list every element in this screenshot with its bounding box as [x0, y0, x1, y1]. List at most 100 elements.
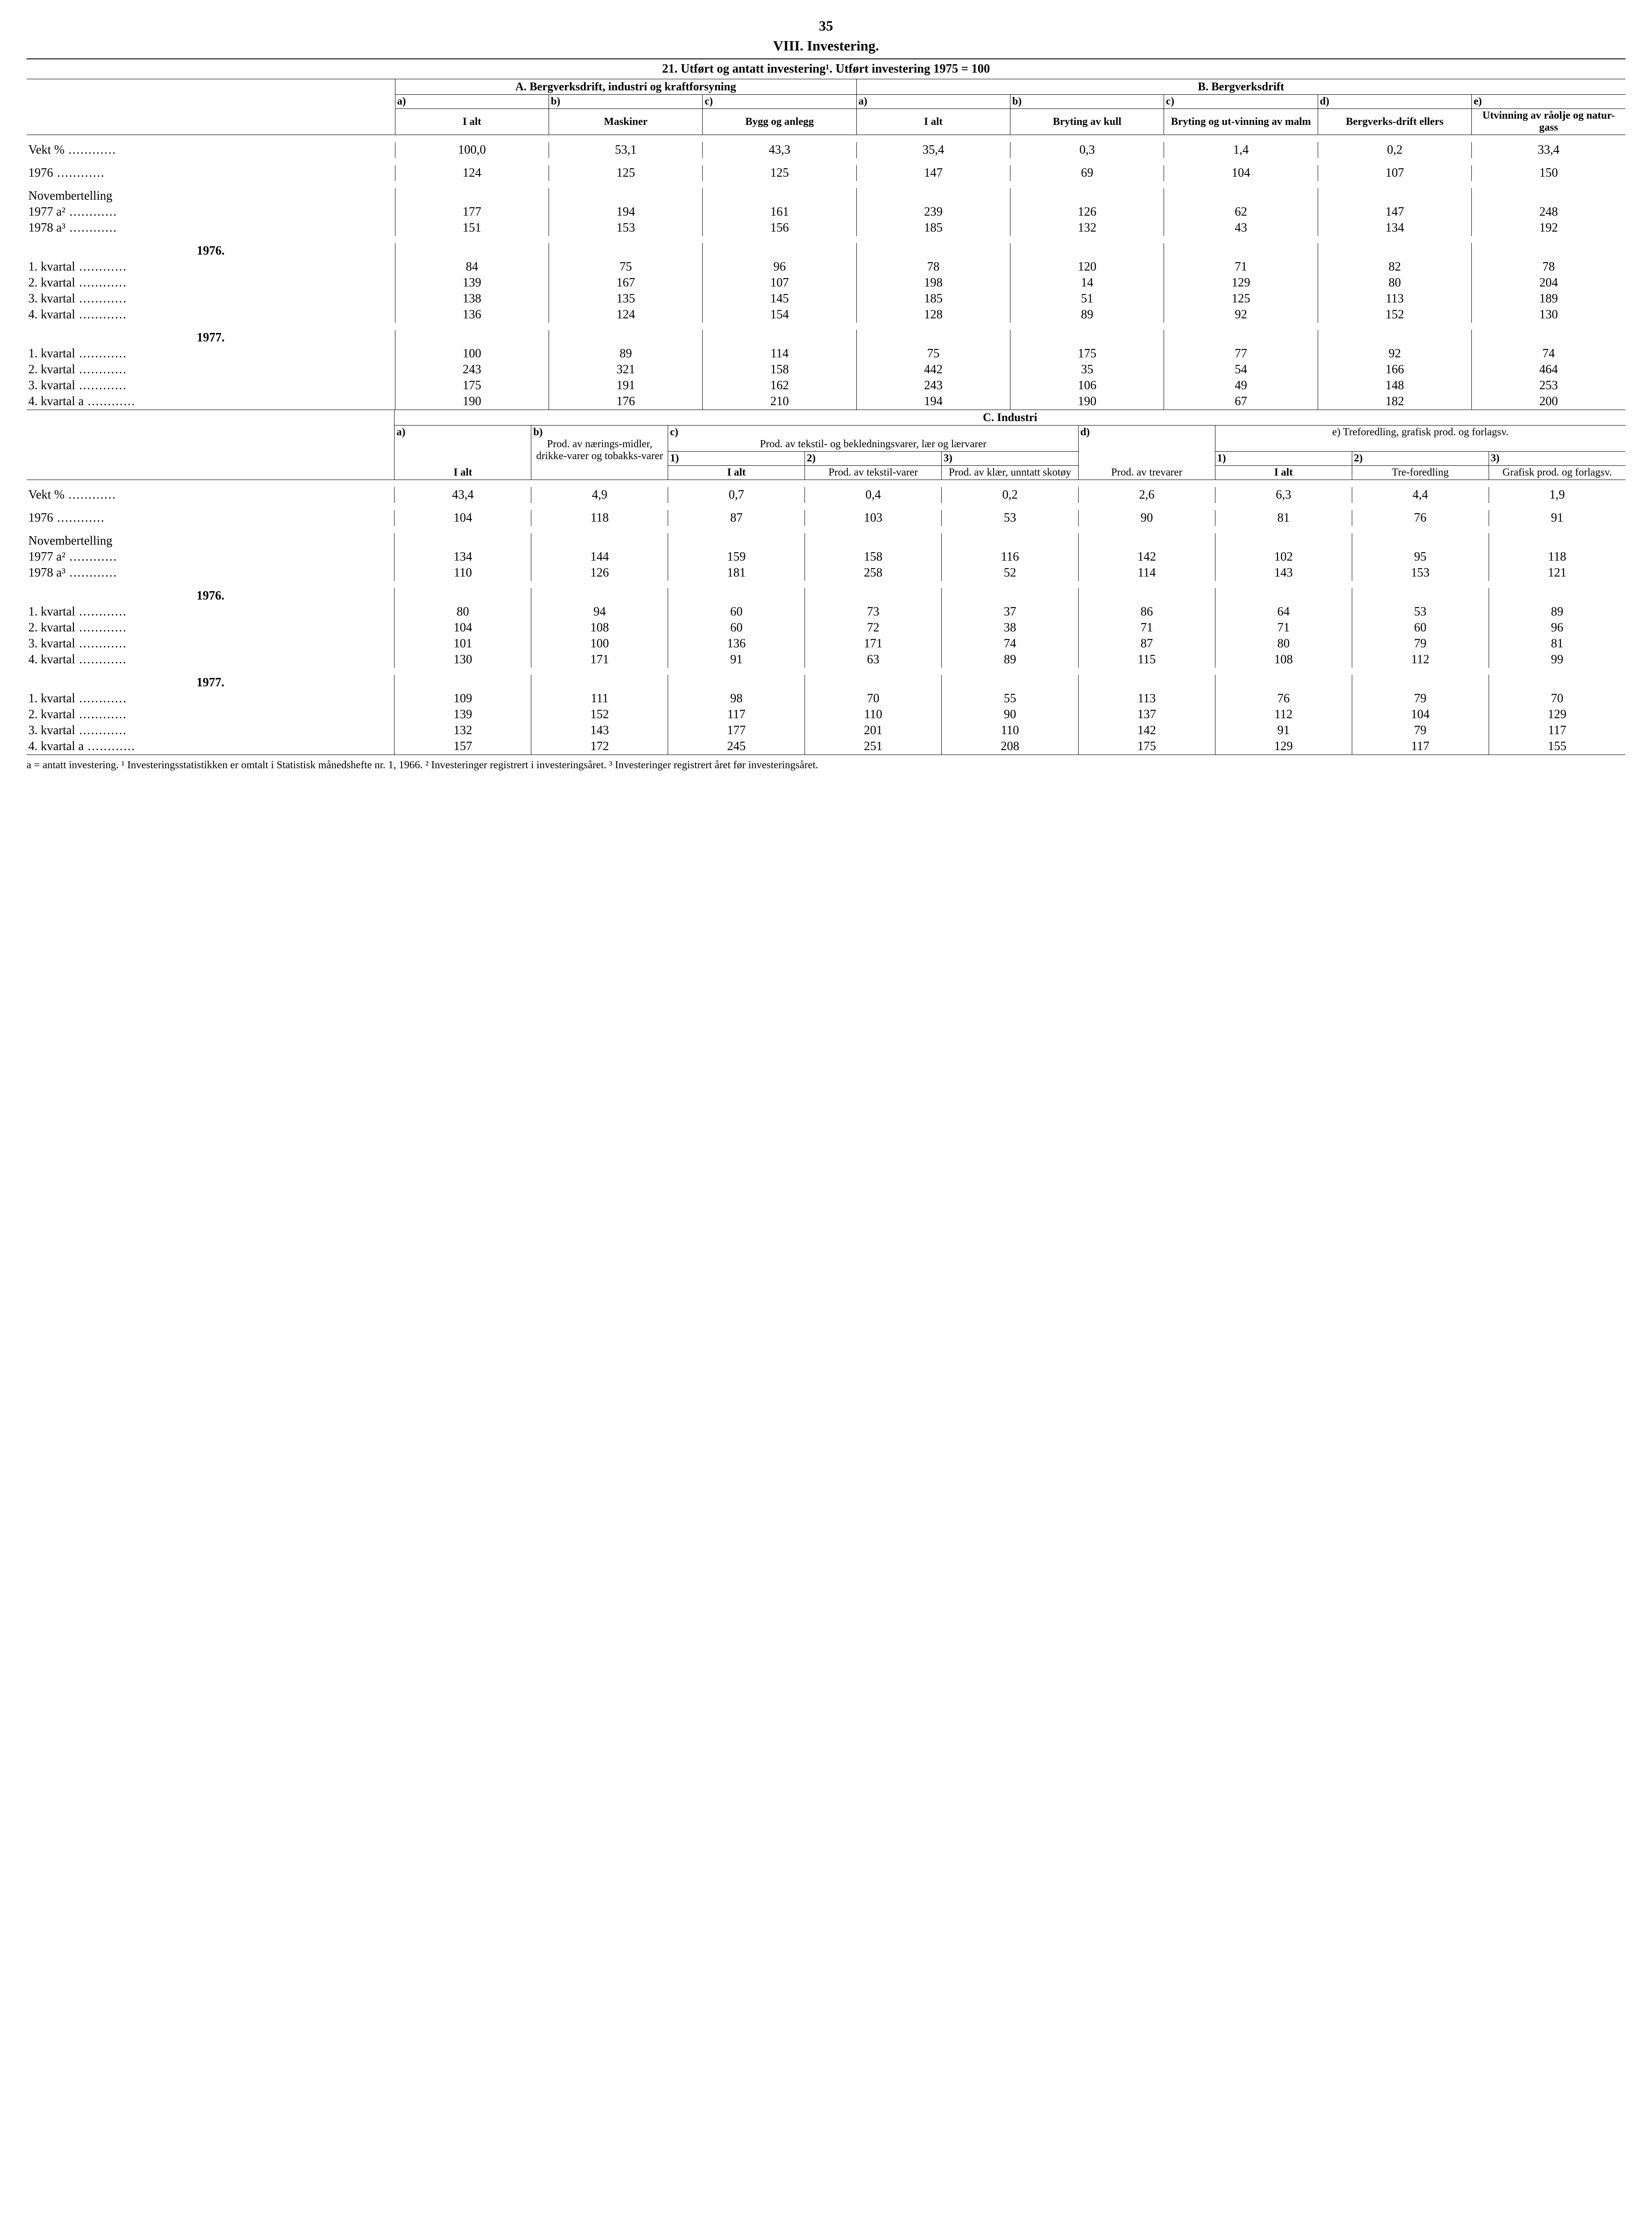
cell-empty: [1472, 330, 1625, 346]
hdr-Ce1: I alt: [1215, 466, 1352, 480]
cell: 132: [395, 723, 531, 739]
cell: 0,7: [668, 487, 805, 503]
cell: 145: [703, 291, 856, 307]
row-label: 1978 a³: [27, 220, 395, 236]
hdr-Ba: I alt: [856, 109, 1010, 135]
cell: 6,3: [1215, 487, 1352, 503]
row-label: Vekt %: [27, 142, 395, 158]
cell: 166: [1318, 362, 1471, 378]
cell: 80: [1318, 275, 1471, 291]
cell: 100,0: [395, 142, 549, 158]
cell-empty: [1352, 675, 1489, 691]
cell: 49: [1164, 378, 1318, 394]
cell: 90: [1078, 510, 1215, 526]
row-label-text: 3. kvartal: [28, 292, 127, 306]
cell: 130: [395, 652, 531, 668]
cell: 76: [1215, 691, 1352, 707]
row-label-text: 1976: [28, 166, 105, 180]
cell: 110: [805, 707, 942, 723]
cell: 129: [1164, 275, 1318, 291]
table-row: 1978 a³15115315618513243134192: [27, 220, 1625, 236]
table-row: 4. kvartal13017191638911510811299: [27, 652, 1625, 668]
cell: 175: [1010, 346, 1164, 362]
cell: 84: [395, 259, 549, 275]
cell-empty: [395, 243, 549, 259]
cell: 71: [1164, 259, 1318, 275]
cell: 0,4: [805, 487, 942, 503]
cell-empty: [1078, 675, 1215, 691]
cell: 77: [1164, 346, 1318, 362]
hdr-Ba-l: a): [856, 95, 1010, 109]
table-row: 1976.: [27, 243, 1625, 259]
cell: 92: [1318, 346, 1471, 362]
row-label: 1977.: [27, 330, 395, 346]
cell-empty: [1215, 533, 1352, 549]
cell: 125: [703, 165, 856, 181]
cell: 171: [531, 652, 668, 668]
cell: 37: [942, 604, 1079, 620]
cell: 190: [1010, 394, 1164, 410]
cell: 64: [1215, 604, 1352, 620]
hdr-Bb-l: b): [1010, 95, 1164, 109]
cell-empty: [703, 330, 856, 346]
cell: 103: [805, 510, 942, 526]
row-label: 4. kvartal a: [27, 394, 395, 410]
hdr-groupB: B. Bergverksdrift: [856, 79, 1625, 95]
cell-empty: [703, 188, 856, 204]
table-row: 1. kvartal84759678120718278: [27, 259, 1625, 275]
cell: 60: [668, 620, 805, 636]
hdr-Bd: Bergverks-drift ellers: [1318, 109, 1471, 135]
cell: 92: [1164, 307, 1318, 323]
cell: 158: [805, 549, 942, 565]
hdr-Cc1-l: 1): [668, 452, 805, 466]
cell: 0,2: [942, 487, 1079, 503]
cell: 175: [1078, 739, 1215, 755]
cell-empty: [856, 188, 1010, 204]
row-label: 1977 a²: [27, 549, 395, 565]
hdr-Cc2: Prod. av tekstil-varer: [805, 466, 942, 480]
cell: 110: [942, 723, 1079, 739]
row-label: 1976: [27, 510, 395, 526]
cell: 4,4: [1352, 487, 1489, 503]
cell: 112: [1215, 707, 1352, 723]
hdr-blank2: [27, 95, 395, 135]
cell: 104: [1164, 165, 1318, 181]
cell: 121: [1489, 565, 1625, 581]
cell: 182: [1318, 394, 1471, 410]
cell: 53,1: [549, 142, 703, 158]
section-title: VIII. Investering.: [27, 38, 1625, 54]
cell-empty: [1010, 243, 1164, 259]
cell: 136: [668, 636, 805, 652]
cell: 137: [1078, 707, 1215, 723]
cell: 132: [1010, 220, 1164, 236]
cell: 118: [531, 510, 668, 526]
hdr-Cc2-l: 2): [805, 452, 942, 466]
hdr-Ce2-l: 2): [1352, 452, 1489, 466]
cell: 147: [856, 165, 1010, 181]
row-label: 4. kvartal a: [27, 739, 395, 755]
cell: 142: [1078, 723, 1215, 739]
row-label-text: 2. kvartal: [28, 276, 127, 290]
cell: 172: [531, 739, 668, 755]
table-row: Novembertelling: [27, 188, 1625, 204]
table-top: A. Bergverksdrift, industri og kraftfors…: [27, 79, 1625, 410]
cell: 117: [1489, 723, 1625, 739]
table-row: 3. kvartal1321431772011101429179117: [27, 723, 1625, 739]
cell: 104: [395, 620, 531, 636]
cell-empty: [395, 188, 549, 204]
cell: 135: [549, 291, 703, 307]
cell: 191: [549, 378, 703, 394]
cell-empty: [1078, 588, 1215, 604]
hdr-Bc: Bryting og ut-vinning av malm: [1164, 109, 1318, 135]
cell: 106: [1010, 378, 1164, 394]
cell: 158: [703, 362, 856, 378]
cell: 198: [856, 275, 1010, 291]
row-label: 3. kvartal: [27, 636, 395, 652]
row-label-text: 1. kvartal: [28, 605, 127, 619]
cell: 152: [1318, 307, 1471, 323]
cell: 81: [1489, 636, 1625, 652]
cell-empty: [856, 243, 1010, 259]
table-row: 4. kvartal a157172245251208175129117155: [27, 739, 1625, 755]
cell-empty: [805, 675, 942, 691]
cell: 147: [1318, 204, 1471, 220]
